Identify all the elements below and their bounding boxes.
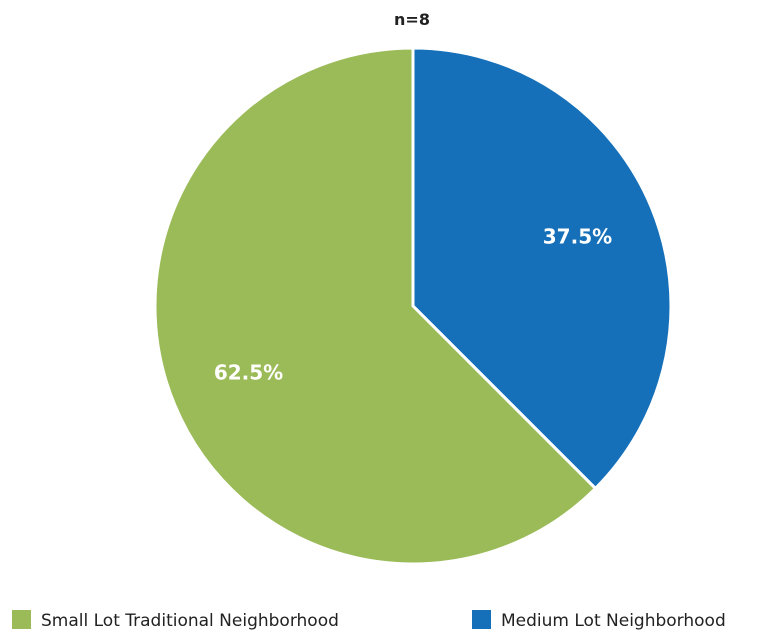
slice-label-small-lot-traditional-neighborhood: 62.5% xyxy=(214,361,283,385)
pie-slice-small-lot-traditional-neighborhood xyxy=(153,46,597,566)
slice-label-medium-lot-neighborhood: 37.5% xyxy=(543,224,612,248)
pie-slice-medium-lot-neighborhood xyxy=(411,46,673,490)
legend-swatch-small-lot-traditional-neighborhood xyxy=(12,610,31,629)
pie-slices xyxy=(153,46,673,566)
legend-swatch-medium-lot-neighborhood xyxy=(472,610,491,629)
pie-slice-labels: 37.5% 62.5% xyxy=(214,224,612,384)
chart-title: n=8 xyxy=(394,10,430,29)
legend-label-medium-lot-neighborhood: Medium Lot Neighborhood xyxy=(501,611,726,631)
legend: Small Lot Traditional Neighborhood Medium… xyxy=(12,610,726,631)
legend-label-small-lot-traditional-neighborhood: Small Lot Traditional Neighborhood xyxy=(41,611,339,631)
